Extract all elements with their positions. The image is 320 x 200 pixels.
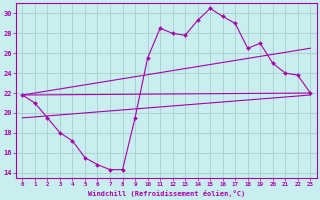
X-axis label: Windchill (Refroidissement éolien,°C): Windchill (Refroidissement éolien,°C) bbox=[88, 190, 245, 197]
